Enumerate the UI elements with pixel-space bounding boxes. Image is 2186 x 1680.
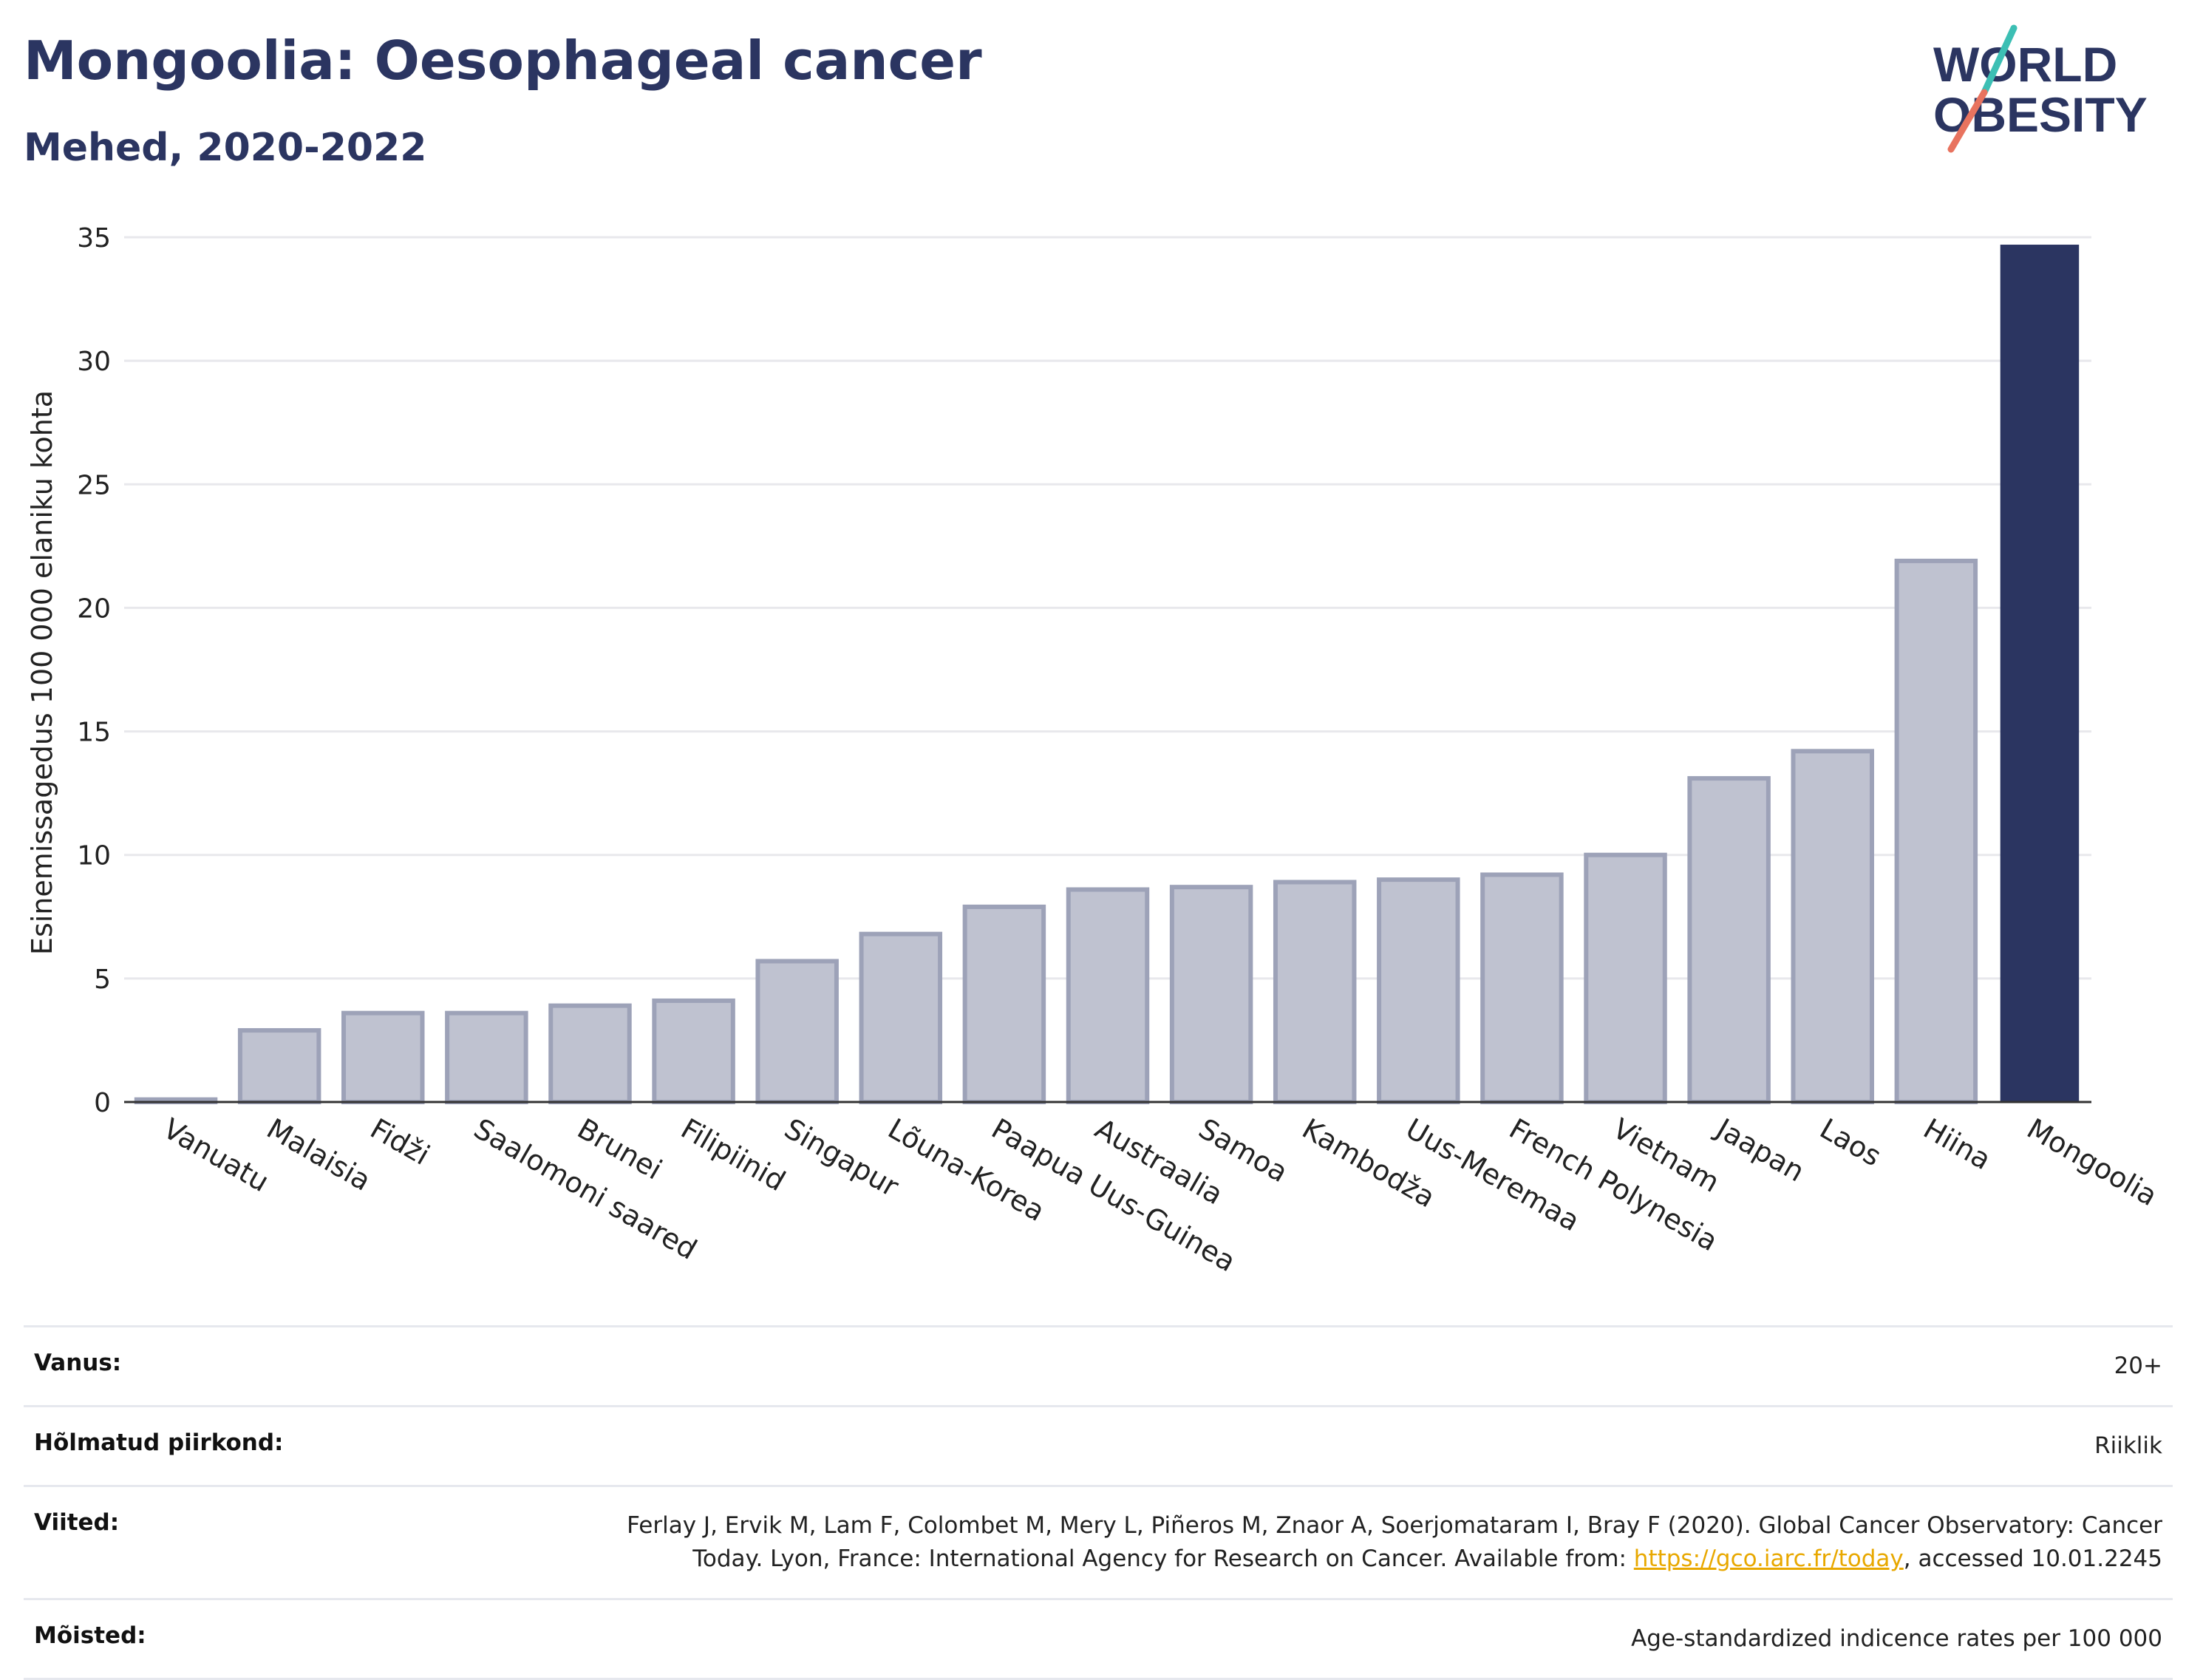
definitions-value: Age-standardized indicence rates per 100… [1631,1625,2162,1652]
bar-french-polynesia [1480,872,1564,1104]
bar-brunei [548,1003,632,1104]
chart-title: Mongoolia: Oesophageal cancer [24,30,982,92]
y-tick-label: 0 [94,1088,111,1118]
bar-malaisia [237,1028,321,1104]
references-label: Viited: [34,1509,120,1536]
y-tick-label: 35 [77,223,111,254]
bar-hiina [1894,558,1978,1104]
chart-subtitle: Mehed, 2020-2022 [24,126,427,170]
region-value: Riiklik [2094,1432,2162,1459]
age-label: Vanus: [34,1350,122,1376]
x-tick-label: Hiina [1918,1112,1996,1177]
logo-slash-top [1981,24,2018,96]
bar-fidži [341,1010,425,1104]
y-tick-label: 20 [77,594,111,624]
x-tick-label: Mongoolia [2021,1112,2162,1213]
y-axis-label: Esinemissagedus 100 000 elaniku kohta [26,390,58,955]
x-tick-label: Uus-Meremaa [1400,1112,1585,1238]
bar-jaapan [1687,776,1771,1104]
bar-paapua-uus-guinea [962,904,1046,1105]
bar-laos [1791,749,1874,1104]
info-row-region: Hõlmatud piirkond: Riiklik [24,1404,2173,1485]
bar-lõuna-korea [859,931,943,1104]
region-label: Hõlmatud piirkond: [34,1429,284,1456]
references-link[interactable]: https://gco.iarc.fr/today [1633,1545,1904,1572]
bars [134,245,2080,1105]
references-text: Ferlay J, Ervik M, Lam F, Colombet M, Me… [627,1511,2162,1572]
info-row-references: Viited: Ferlay J, Ervik M, Lam F, Colomb… [24,1484,2173,1598]
bar-kambodža [1273,880,1357,1104]
age-value: 20+ [2114,1353,2162,1379]
x-tick-label: Singapur [779,1112,905,1203]
y-tick-label: 30 [77,347,111,377]
world-obesity-logo: WORLD OBESITY [1933,24,2148,153]
bar-filipiinid [652,998,735,1105]
bar-austraalia [1066,887,1150,1104]
bar-saalomoni-saared [445,1010,528,1104]
x-tick-label: Filipiinid [675,1112,791,1197]
y-tick-label: 15 [77,718,111,748]
logo-line-world: WORLD [1933,37,2117,92]
y-tick-label: 10 [77,841,111,871]
references-value: Ferlay J, Ervik M, Lam F, Colombet M, Me… [573,1509,2162,1576]
x-tick-label: Jaapan [1709,1112,1810,1188]
bar-samoa [1169,885,1253,1104]
bar-uus-meremaa [1377,877,1460,1104]
logo-slash-bottom [1947,89,1988,153]
y-tick-labels: 0 5 10 15 20 25 30 35 [77,223,111,1118]
x-tick-label: Malaisia [262,1112,376,1197]
bar-vietnam [1584,852,1667,1104]
x-tick-label: Vanuatu [158,1112,275,1198]
bar-mongoolia [2000,245,2080,1102]
info-row-definitions: Mõisted: Age-standardized indicence rate… [24,1597,2173,1680]
bar-singapur [755,959,839,1105]
y-tick-label: 25 [77,470,111,500]
info-table: Vanus: 20+ Hõlmatud piirkond: Riiklik Vi… [24,1325,2173,1680]
x-tick-label: Laos [1814,1112,1887,1173]
y-tick-label: 5 [94,965,111,995]
info-row-age: Vanus: 20+ [24,1325,2173,1405]
references-accessed: , accessed 10.01.2245 [1903,1545,2162,1572]
x-tick-label: Fidži [365,1112,435,1171]
